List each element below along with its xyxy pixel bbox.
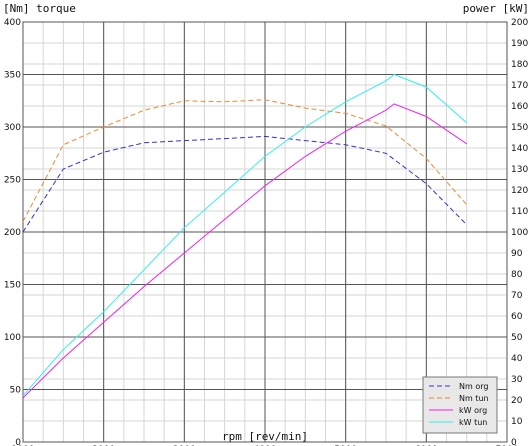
left-tick-label: 350 [4,71,21,81]
series-line-kw-tun [22,73,468,397]
right-tick-label: 140 [511,144,528,154]
legend-label: Nm org [459,382,488,391]
series-line-nm-org [22,135,468,233]
right-tick-label: 130 [511,165,528,175]
left-axis-title: [Nm] torque [3,2,76,15]
left-tick-label: 250 [4,176,21,186]
right-tick-label: 180 [511,60,528,70]
legend-label: kW org [459,406,487,415]
right-tick-label: 50 [511,333,523,343]
left-tick-label: 150 [4,281,21,291]
legend: Nm org Nm tun kW org kW tun [422,376,498,434]
right-tick-label: 200 [511,18,528,28]
right-tick-label: 160 [511,102,528,112]
right-tick-label: 150 [511,123,528,133]
right-tick-label: 60 [511,312,523,322]
right-tick-label: 40 [511,354,523,364]
right-tick-label: 30 [511,375,523,385]
right-tick-label: 10 [511,417,523,427]
right-tick-label: 110 [511,207,528,217]
right-tick-label: 70 [511,291,523,301]
left-tick-label: 0 [15,438,21,446]
right-tick-label: 90 [511,249,523,259]
x-axis-title: rpm [rev/min] [222,430,308,443]
left-tick-label: 400 [4,18,21,28]
right-tick-label: 170 [511,81,528,91]
legend-box [422,376,498,434]
left-tick-label: 50 [10,386,22,396]
right-tick-label: 80 [511,270,523,280]
right-tick-label: 20 [511,396,523,406]
right-tick-label: 100 [511,228,528,238]
left-tick-labels: 0 50 100 150 200 250 300 350 400 [4,18,21,446]
right-tick-label: 120 [511,186,528,196]
series-line-nm-tun [22,99,468,222]
series-line-kw-org [22,103,467,399]
series-layer [22,73,468,399]
legend-label: kW tun [459,418,487,427]
left-tick-label: 300 [4,123,21,133]
left-tick-label: 100 [4,333,21,343]
legend-label: Nm tun [459,394,489,403]
left-tick-label: 200 [4,228,21,238]
right-tick-label: 0 [511,438,517,446]
right-tick-labels: 0 10 20 30 40 50 60 70 80 90 100 110 120 130 140 150 160… [511,18,528,446]
right-tick-label: 190 [511,39,528,49]
right-axis-title: power [kW] [463,2,529,15]
